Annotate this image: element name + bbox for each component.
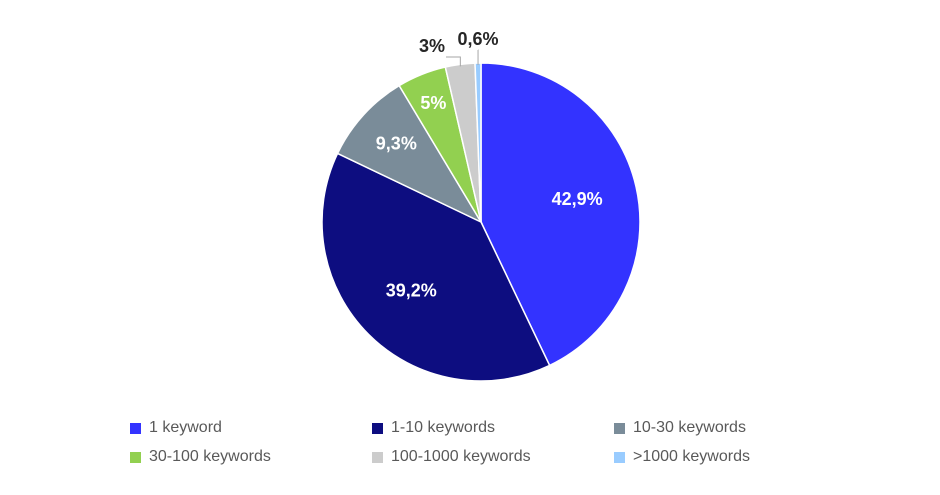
pie-slice-1-10-keywords (321, 152, 551, 382)
legend-label: 1-10 keywords (391, 419, 496, 436)
legend-label: 100-1000 keywords (391, 448, 531, 465)
legend-item: 1-10 keywords (372, 418, 614, 438)
pie-slice-10-30-keywords (336, 84, 483, 224)
leader-line (446, 56, 461, 67)
pie-slice-1-keyword (480, 62, 641, 367)
legend-label: 1 keyword (149, 419, 222, 436)
data-label: 3% (419, 36, 445, 56)
legend-item: 100-1000 keywords (372, 447, 614, 467)
legend-item: 1 keyword (130, 418, 372, 438)
data-label: 0,6% (457, 29, 498, 49)
legend-swatch (372, 451, 383, 463)
legend-label: >1000 keywords (633, 448, 750, 465)
legend-swatch (130, 451, 141, 463)
legend-item: 10-30 keywords (614, 418, 850, 438)
data-labels: 42,9% 39,2% 9,3% 5% 3% 0,6% (376, 29, 603, 301)
leader-lines (446, 49, 479, 67)
pie-chart: 42,9% 39,2% 9,3% 5% 3% 0,6% (321, 29, 641, 382)
data-label: 5% (420, 93, 446, 113)
legend-swatch (614, 422, 625, 434)
legend-item: 30-100 keywords (130, 447, 372, 467)
legend-swatch (372, 422, 383, 434)
legend-label: 30-100 keywords (149, 448, 271, 465)
pie-slices (321, 62, 641, 382)
data-label: 9,3% (376, 134, 417, 154)
legend-swatch (130, 422, 141, 434)
legend-item: >1000 keywords (614, 447, 850, 467)
legend-swatch (614, 451, 625, 463)
data-label: 42,9% (552, 189, 603, 209)
data-label: 39,2% (386, 280, 437, 300)
legend-label: 10-30 keywords (633, 419, 746, 436)
legend: 1 keyword 1-10 keywords 10-30 keywords 30-1… (130, 418, 850, 467)
